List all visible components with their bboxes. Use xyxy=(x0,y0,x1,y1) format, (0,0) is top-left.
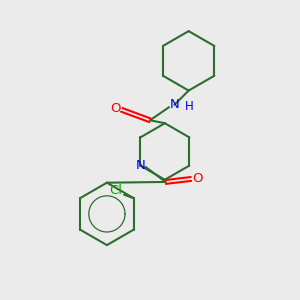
Text: O: O xyxy=(110,102,121,115)
Text: Cl: Cl xyxy=(110,184,123,197)
Text: N: N xyxy=(169,98,179,111)
Text: O: O xyxy=(192,172,203,185)
Text: H: H xyxy=(185,100,194,113)
Text: N: N xyxy=(136,159,145,172)
